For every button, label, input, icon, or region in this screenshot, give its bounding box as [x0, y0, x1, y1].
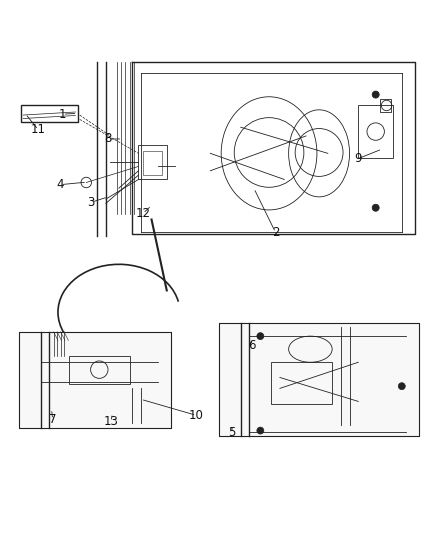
Circle shape	[257, 333, 264, 340]
Text: 9: 9	[354, 152, 362, 165]
Circle shape	[372, 91, 379, 98]
Text: 4: 4	[57, 178, 64, 191]
Circle shape	[257, 427, 264, 434]
Bar	[219, 323, 419, 436]
Bar	[19, 332, 171, 427]
Bar	[271, 362, 332, 403]
Bar	[69, 356, 130, 384]
Circle shape	[398, 383, 405, 390]
Text: 7: 7	[49, 413, 57, 426]
Text: 11: 11	[31, 123, 46, 136]
Text: 2: 2	[272, 226, 279, 239]
Text: 5: 5	[228, 426, 236, 439]
Bar	[380, 99, 391, 112]
Bar	[143, 151, 162, 175]
Bar	[358, 106, 393, 158]
Text: 12: 12	[135, 207, 150, 220]
Text: 3: 3	[87, 196, 94, 209]
Text: 8: 8	[104, 133, 112, 146]
Text: 6: 6	[248, 339, 255, 352]
Text: 10: 10	[189, 409, 204, 422]
Bar	[219, 323, 419, 436]
Bar	[19, 332, 171, 427]
Bar	[138, 144, 167, 180]
Bar	[21, 104, 78, 122]
Text: 1: 1	[59, 108, 66, 120]
Circle shape	[372, 204, 379, 211]
Text: 13: 13	[104, 415, 119, 429]
